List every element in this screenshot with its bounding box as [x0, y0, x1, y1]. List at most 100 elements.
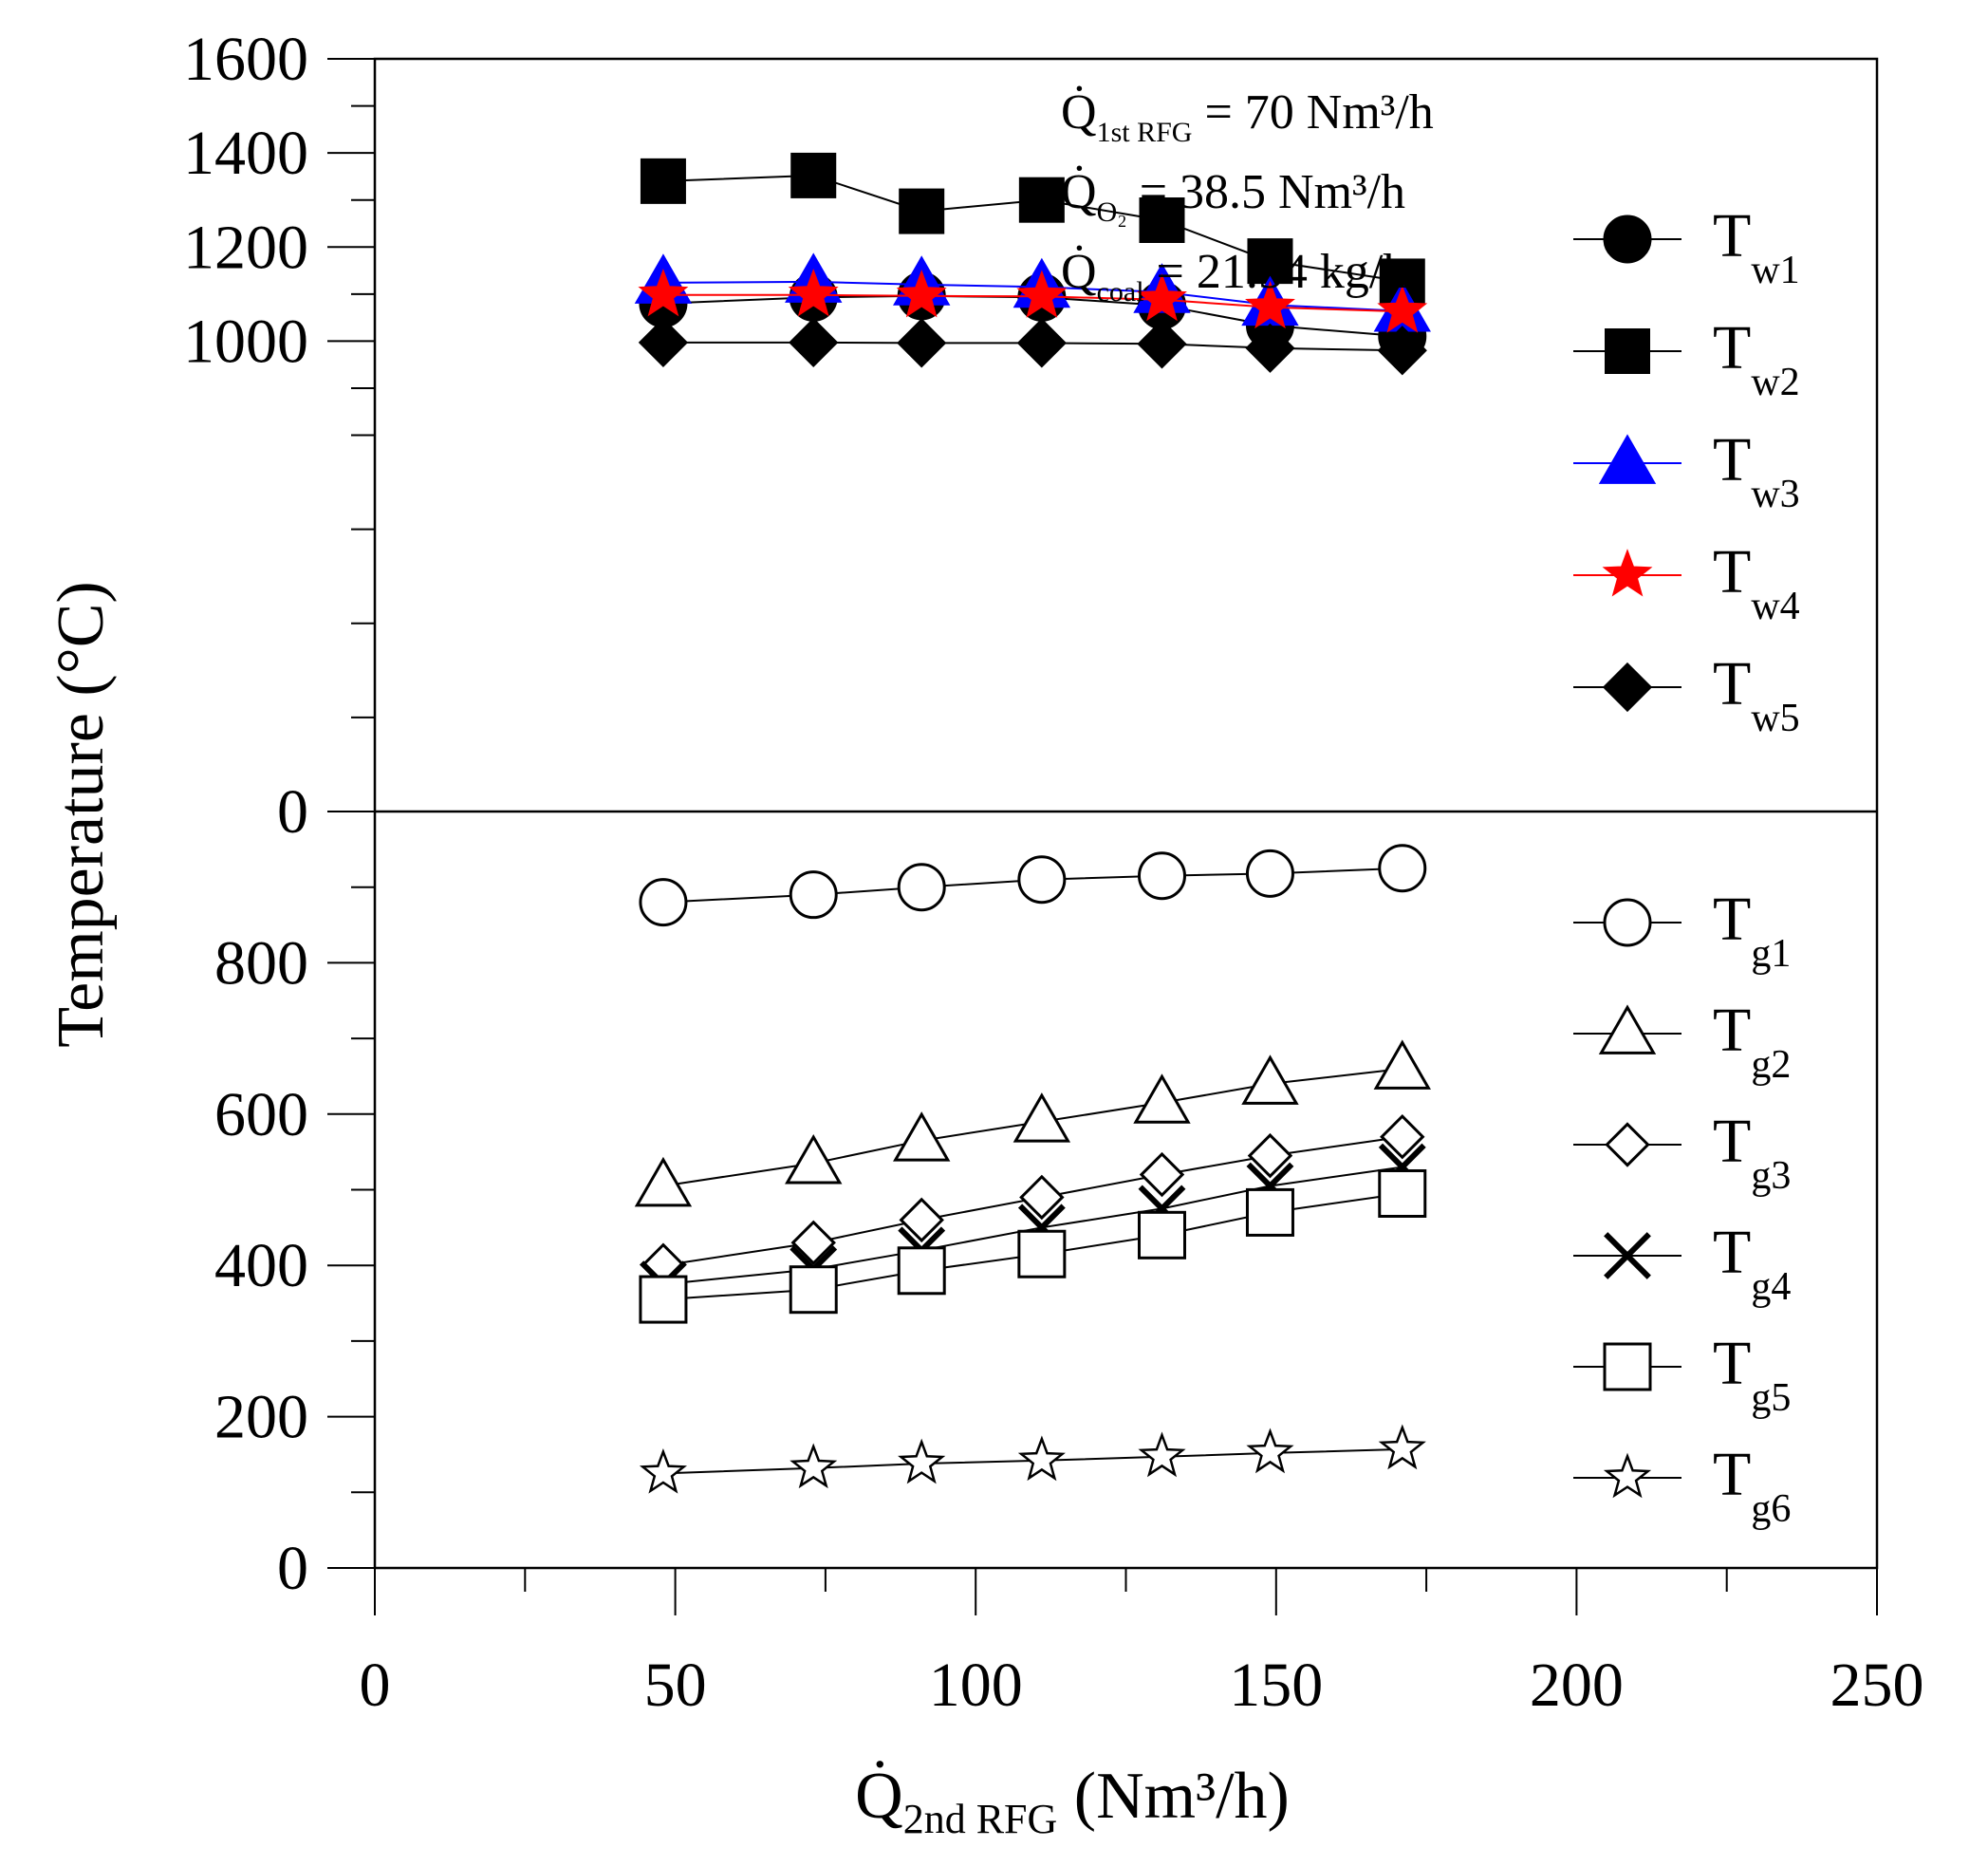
x-tick-label: 250	[1830, 1651, 1924, 1720]
data-point	[790, 152, 837, 198]
data-point	[1377, 285, 1428, 333]
legend-item: Tw5	[1573, 649, 1800, 740]
data-point	[1246, 1427, 1294, 1474]
data-point	[790, 1220, 836, 1266]
legend-marker	[1602, 549, 1653, 597]
data-point	[1016, 318, 1067, 368]
y-tick-label: 200	[214, 1383, 308, 1452]
data-point	[897, 318, 947, 368]
data-point	[1013, 1092, 1071, 1143]
x-axis-title: Q̇2nd RFG (Nm³/h)	[855, 1760, 1290, 1842]
data-point	[1017, 1435, 1066, 1482]
data-point	[1247, 1132, 1293, 1179]
y-tick-label: 1600	[183, 25, 308, 94]
series-Tg3	[641, 1113, 1425, 1288]
legend-label: Tw4	[1713, 537, 1800, 628]
legend-label: Tw1	[1713, 201, 1800, 292]
legend-item: Tw3	[1573, 425, 1800, 516]
data-point	[1377, 326, 1427, 376]
legend-item: Tw1	[1573, 201, 1800, 292]
legend-marker	[1602, 662, 1653, 713]
legend-item: Tg3	[1573, 1107, 1791, 1198]
data-point	[1378, 1424, 1426, 1470]
legend-label: Tw3	[1713, 425, 1800, 516]
legend-item: Tg4	[1573, 1218, 1791, 1309]
data-point	[899, 188, 945, 234]
y-tick-label: 600	[214, 1080, 308, 1149]
data-point	[897, 863, 946, 912]
legend-item: Tw2	[1573, 313, 1800, 404]
data-point	[1018, 177, 1065, 223]
data-point	[1245, 1187, 1294, 1237]
x-tick-label: 200	[1530, 1651, 1624, 1720]
data-point	[1139, 1151, 1185, 1198]
x-tick-label: 50	[644, 1651, 707, 1720]
legend-label: Tg5	[1713, 1329, 1791, 1420]
series-layer	[634, 152, 1431, 1494]
data-point	[1137, 851, 1186, 901]
data-point	[1137, 272, 1187, 322]
data-point	[634, 1156, 693, 1207]
data-point	[1378, 844, 1427, 893]
y-tick-label: 1200	[183, 213, 308, 282]
data-point	[789, 317, 839, 367]
series-Tw2	[640, 152, 1425, 305]
series-Tg4	[640, 1143, 1426, 1309]
data-point	[639, 878, 688, 927]
legend-label: Tg4	[1713, 1218, 1791, 1309]
data-point	[897, 1246, 946, 1296]
legend-marker	[1598, 1004, 1657, 1054]
data-point	[1016, 270, 1068, 318]
data-point	[1380, 1113, 1425, 1160]
condition-line: Q̇coal = 21.54 kg/h	[1061, 244, 1407, 308]
legend-marker	[1603, 1342, 1652, 1391]
data-point	[639, 1275, 688, 1324]
data-point	[639, 1448, 687, 1494]
y-tick-label: 1400	[183, 119, 308, 188]
data-point	[638, 317, 689, 367]
legend-bottom: Tg1 Tg2 Tg3 Tg4 Tg5 Tg6	[1573, 885, 1791, 1531]
y-tick-label: 800	[214, 928, 308, 998]
condition-line: Q̇1st RFG = 70 Nm³/h	[1061, 84, 1434, 148]
legend-label: Tg1	[1713, 885, 1791, 976]
data-point	[1241, 1054, 1299, 1105]
legend-marker	[1598, 434, 1657, 484]
y-tick-label: 0	[277, 777, 308, 847]
data-point	[1019, 1174, 1065, 1221]
data-point	[640, 158, 686, 204]
legend-label: Tg6	[1713, 1440, 1791, 1531]
series-Tw4	[638, 268, 1428, 333]
data-point	[1378, 1168, 1427, 1218]
axis-ticks: 0 1000 1200 1400 1600 0 200 400 600 800 0 50 100 150 2…	[183, 25, 1924, 1720]
data-point	[790, 1443, 838, 1489]
legend-item: Tw4	[1573, 537, 1800, 628]
x-tick-label: 100	[929, 1651, 1023, 1720]
series-Tg1	[639, 844, 1427, 927]
data-point	[785, 1133, 843, 1185]
legend: Tw1 Tw2 Tw3 Tw4 Tw5 Tg1 Tg2 Tg3 Tg4 Tg5 Tg6	[1573, 201, 1800, 1531]
series-Tg5	[639, 1168, 1427, 1324]
data-point	[789, 1265, 838, 1315]
legend-label: Tw2	[1713, 313, 1800, 404]
x-tick-label: 150	[1229, 1651, 1323, 1720]
data-point	[1137, 1210, 1186, 1260]
data-point	[1245, 849, 1294, 898]
legend-marker	[1605, 328, 1650, 374]
data-point	[789, 870, 838, 920]
data-point	[1245, 323, 1295, 373]
legend-top: Tw1 Tw2 Tw3 Tw4 Tw5	[1573, 201, 1800, 740]
legend-item: Tg2	[1573, 996, 1791, 1087]
legend-label: Tg2	[1713, 996, 1791, 1087]
data-point	[1133, 1073, 1191, 1124]
data-point	[1017, 1229, 1067, 1278]
data-point	[638, 268, 689, 317]
data-point	[788, 268, 839, 317]
series-Tg6	[639, 1424, 1426, 1494]
data-point	[893, 1111, 951, 1162]
y-tick-label: 1000	[183, 307, 308, 376]
condition-line: Q̇O₂ = 38.5 Nm³/h	[1061, 164, 1405, 228]
conditions-annotation: Q̇1st RFG = 70 Nm³/h Q̇O₂ = 38.5 Nm³/h Q̇c…	[1061, 84, 1434, 308]
series-Tg2	[634, 1039, 1431, 1207]
series-Tw5	[638, 317, 1427, 376]
